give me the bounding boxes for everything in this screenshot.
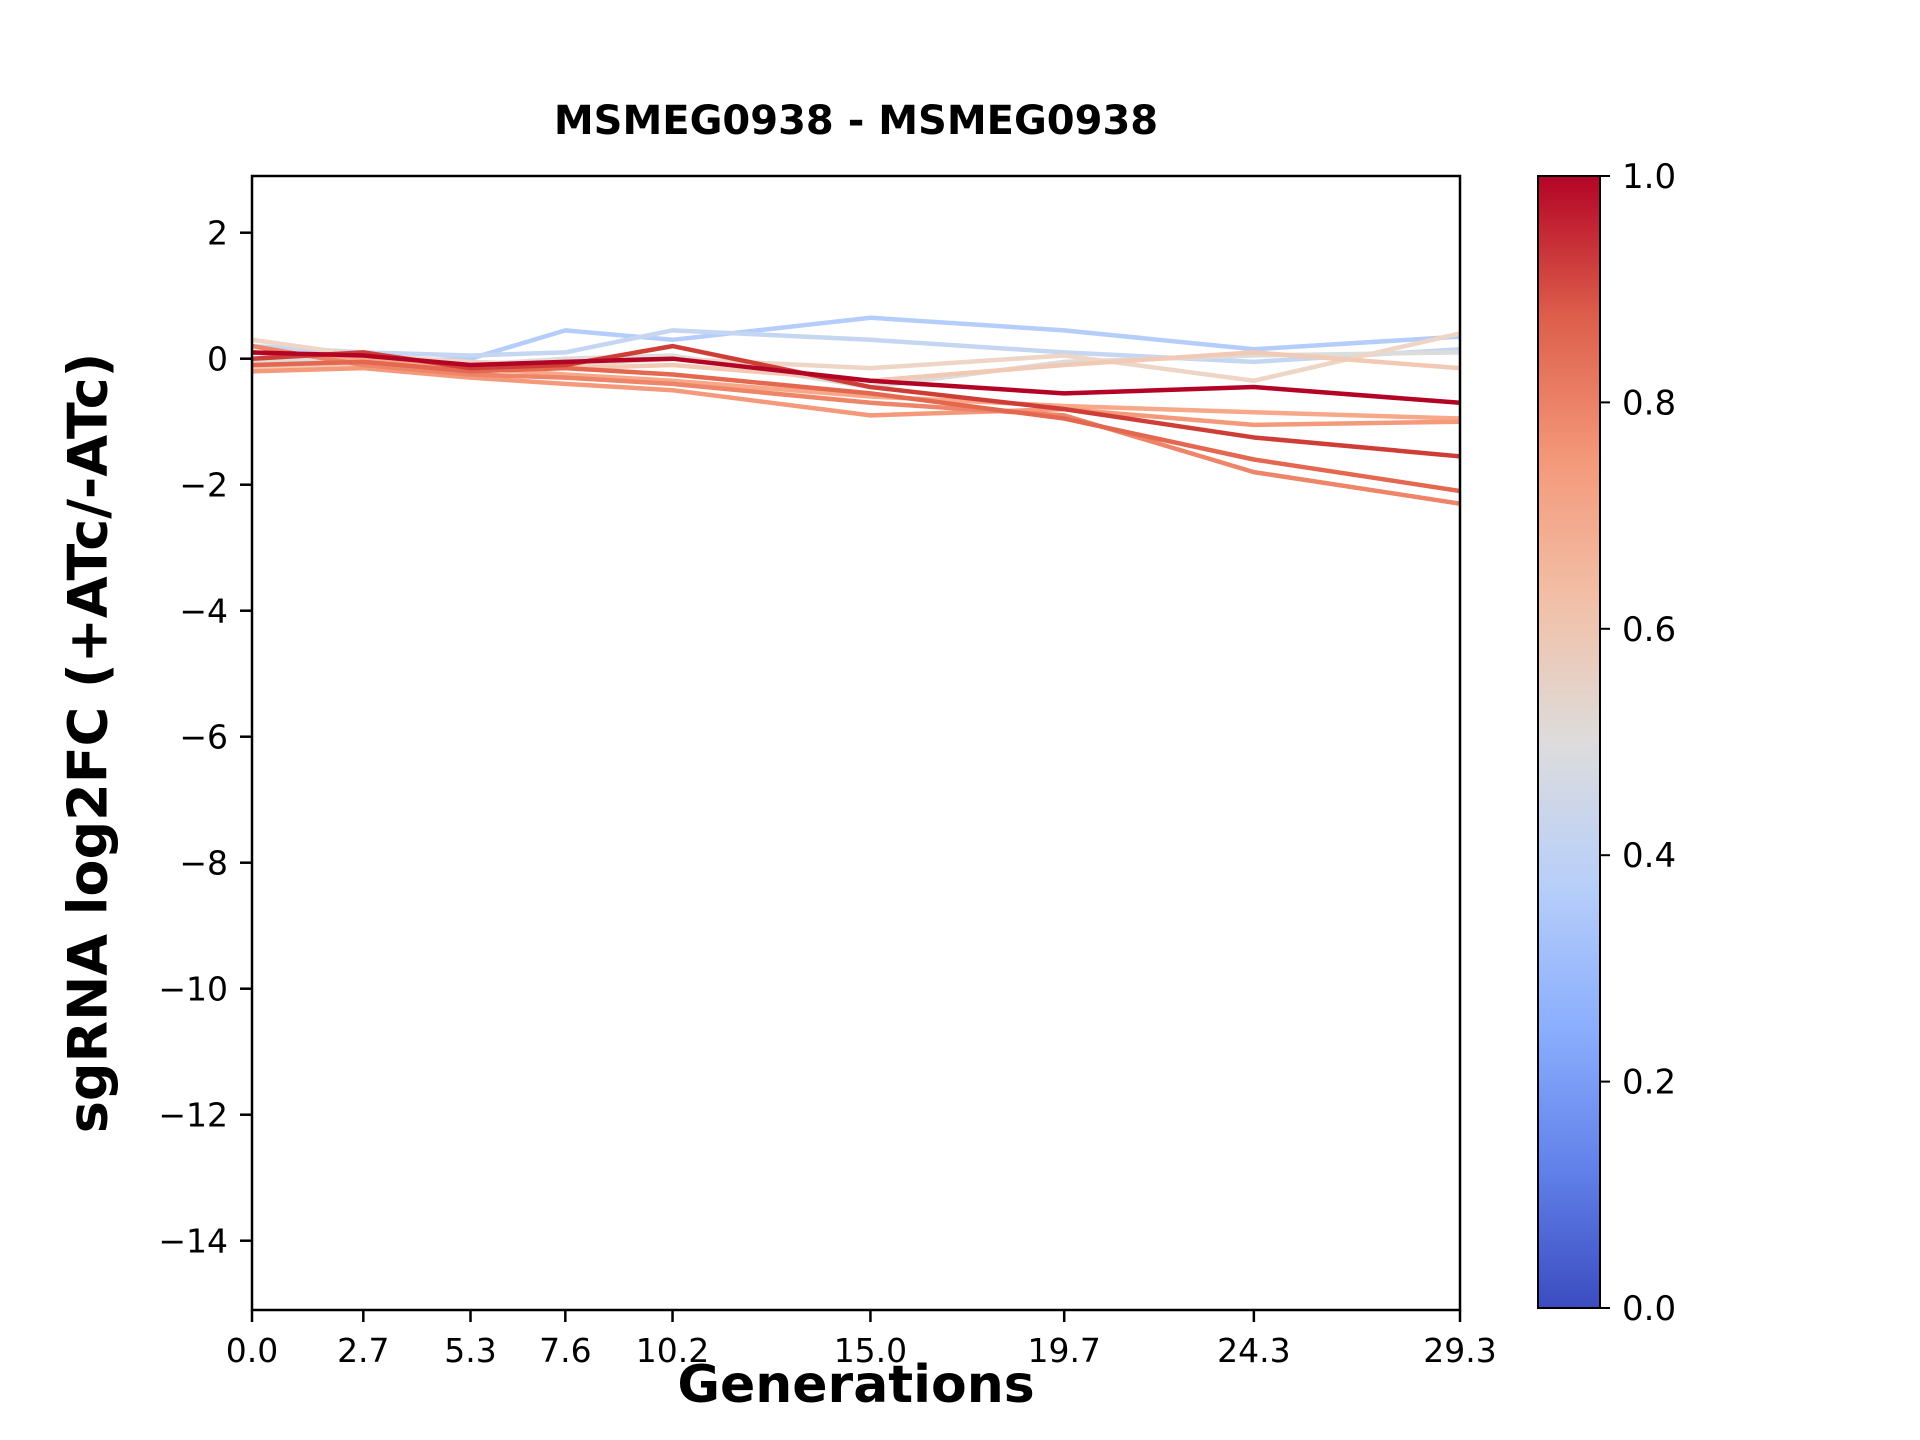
colorbar-tick-label: 0.4 — [1622, 836, 1676, 876]
y-tick-label: −6 — [179, 718, 228, 757]
series-group — [252, 315, 1460, 506]
x-tick-label: 10.2 — [636, 1331, 709, 1370]
x-tick-label: 24.3 — [1217, 1331, 1290, 1370]
colorbar-tick-label: 0.0 — [1622, 1289, 1676, 1329]
sgrna-line-6 — [252, 365, 1460, 428]
y-axis-label: sgRNA log2FC (+ATc/-ATc) — [56, 352, 120, 1134]
x-tick-label: 29.3 — [1423, 1331, 1496, 1370]
y-tick-label: 0 — [207, 340, 228, 379]
axes-spines — [250, 174, 1462, 1312]
x-tick-label: 0.0 — [226, 1331, 278, 1370]
y-tick-label: −2 — [179, 466, 228, 505]
colorbar-tick-label: 0.2 — [1622, 1063, 1676, 1103]
colorbar — [1537, 175, 1601, 1309]
colorbar-tick-label: 1.0 — [1622, 157, 1676, 197]
x-tick-label: 2.7 — [337, 1331, 389, 1370]
sgrna-line-5 — [252, 350, 1460, 421]
x-tick-label: 5.3 — [444, 1331, 496, 1370]
y-tick-label: −10 — [158, 970, 228, 1009]
x-axis-label: Generations — [677, 1355, 1035, 1415]
colorbar-tick-label: 0.6 — [1622, 610, 1676, 650]
chart-title: MSMEG0938 - MSMEG0938 — [553, 98, 1159, 144]
sgrna-line-7 — [252, 343, 1460, 506]
colorbar-tick-label: 0.8 — [1622, 383, 1676, 423]
y-tick-label: −14 — [158, 1222, 228, 1261]
y-tick-label: −8 — [179, 844, 228, 883]
x-tick-label: 15.0 — [834, 1331, 907, 1370]
y-tick-label: −4 — [179, 592, 228, 631]
x-tick-label: 7.6 — [539, 1331, 591, 1370]
y-tick-label: −12 — [158, 1096, 228, 1135]
y-tick-label: 2 — [207, 214, 228, 253]
sgrna-line-8 — [252, 359, 1460, 494]
x-tick-label: 19.7 — [1027, 1331, 1100, 1370]
sgrna-line-10 — [252, 350, 1460, 406]
